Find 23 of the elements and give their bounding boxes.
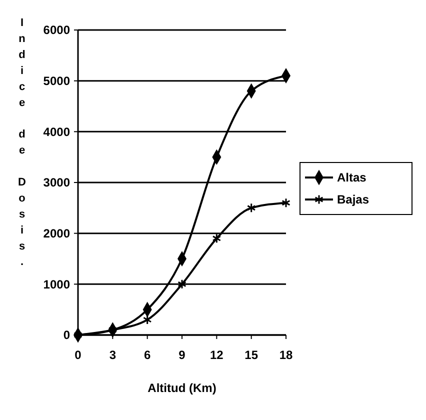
legend-label: Altas bbox=[337, 170, 367, 185]
legend-label: Bajas bbox=[337, 192, 370, 207]
y-tick-label: 6000 bbox=[43, 23, 70, 38]
x-axis-title: Altitud (Km) bbox=[148, 381, 216, 395]
point bbox=[246, 202, 256, 213]
y-tick-label: 5000 bbox=[43, 74, 70, 88]
y-tick-label: 1000 bbox=[43, 277, 70, 292]
y-tick-label: 4000 bbox=[43, 124, 70, 139]
point bbox=[282, 198, 290, 208]
x-tick-label: 15 bbox=[244, 348, 258, 362]
text: Indice de Dosis. bbox=[18, 17, 26, 268]
x-tick-label: 9 bbox=[178, 348, 186, 362]
y-tick-label: 2000 bbox=[43, 226, 70, 241]
y-tick-label: 3000 bbox=[43, 176, 70, 190]
y-tick-label: 0 bbox=[63, 328, 70, 342]
point bbox=[142, 314, 152, 325]
point bbox=[178, 279, 186, 290]
point bbox=[212, 233, 222, 244]
x-tick-label: 0 bbox=[74, 348, 82, 362]
x-tick-label: 18 bbox=[279, 348, 293, 362]
x-tick-label: 12 bbox=[210, 348, 224, 362]
x-tick-label: 6 bbox=[144, 348, 151, 362]
x-tick-label: 3 bbox=[109, 348, 116, 362]
